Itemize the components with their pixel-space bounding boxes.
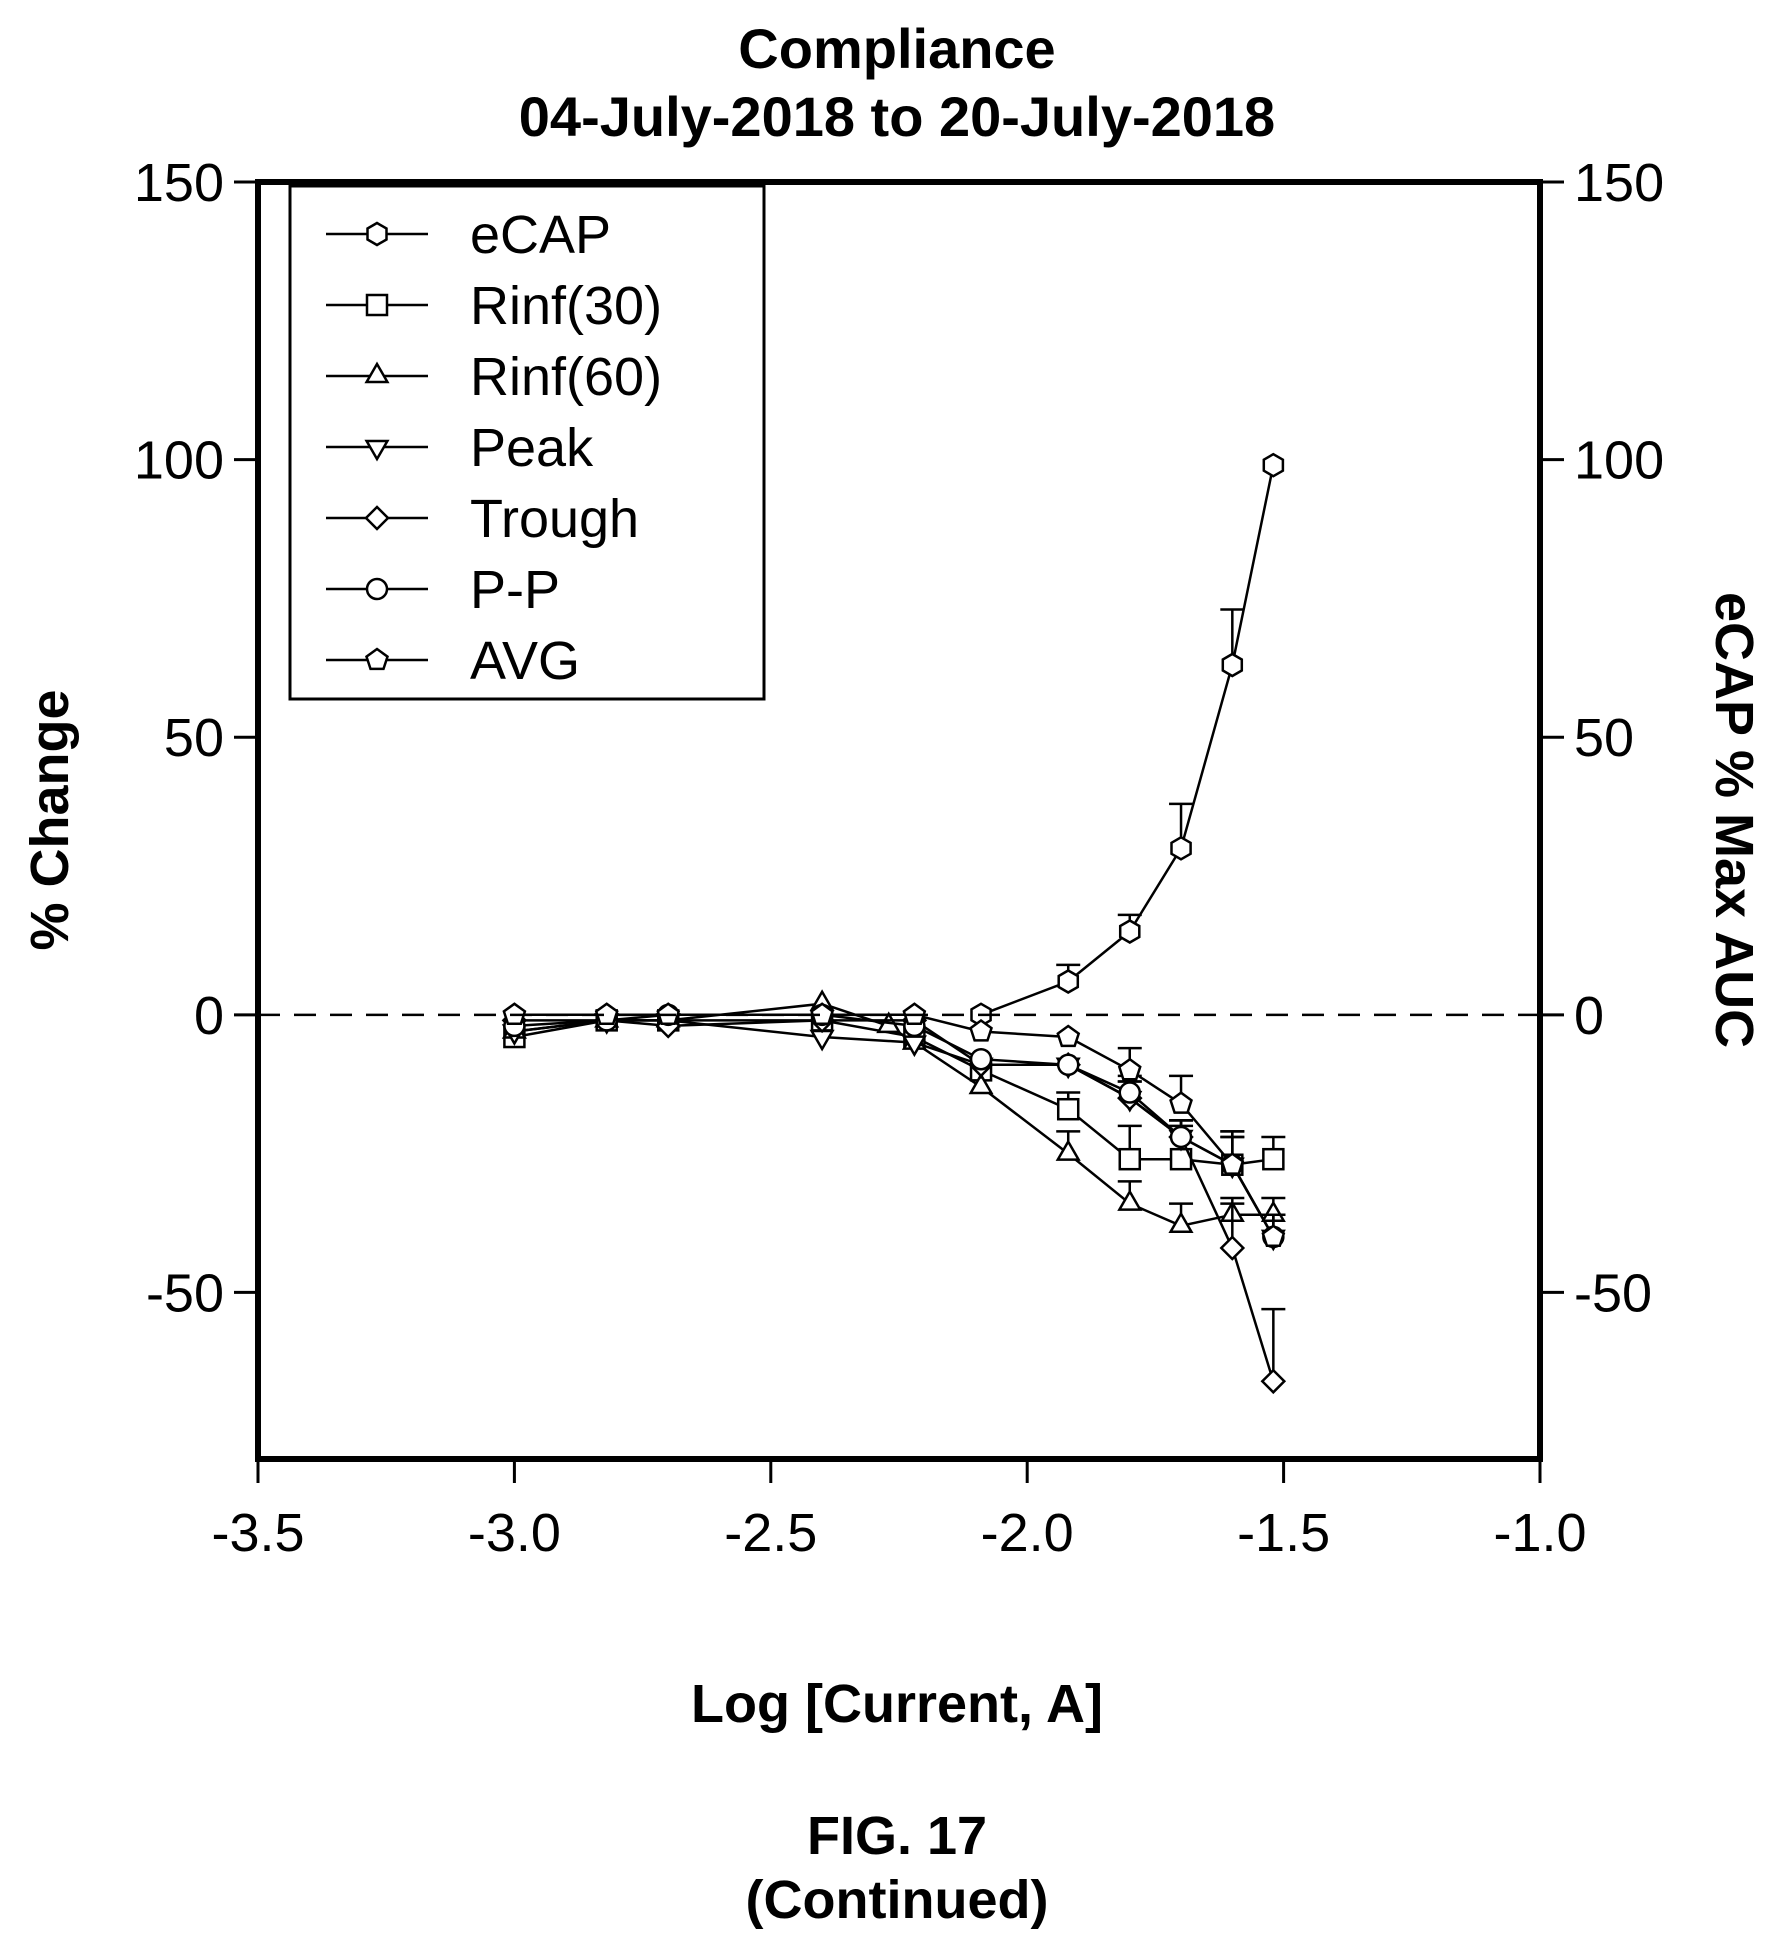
data-point	[1056, 1024, 1081, 1048]
legend-label: Trough	[470, 489, 639, 549]
figure-caption: FIG. 17	[807, 1806, 987, 1866]
legend-marker	[366, 221, 388, 247]
series-trough	[501, 1007, 1287, 1395]
y-tick-label-right: 150	[1574, 153, 1664, 213]
y-axis-right: 150 100 50 0 -50	[1540, 153, 1664, 1323]
legend-item: eCAP	[326, 205, 611, 265]
plot-frame	[255, 179, 1543, 1462]
data-point	[1260, 1368, 1287, 1395]
legend-label: eCAP	[470, 205, 611, 265]
y-tick-label-left: 0	[194, 986, 224, 1046]
data-point	[1220, 1152, 1245, 1175]
data-point	[969, 1047, 993, 1071]
y-tick-label-right: 100	[1574, 431, 1664, 491]
data-point	[809, 1029, 835, 1052]
chart-subtitle: 04-July-2018 to 20-July-2018	[519, 85, 1275, 148]
chart-title: Compliance	[738, 17, 1055, 80]
data-point	[1262, 452, 1285, 478]
data-point	[1169, 1125, 1193, 1149]
data-point	[1056, 1097, 1080, 1121]
legend: eCAP Rinf(30) Rinf(60) Peak Trough P-P AVG	[288, 184, 766, 701]
data-point	[1170, 835, 1192, 861]
data-point	[968, 1072, 994, 1095]
series-rinf-30	[503, 1009, 1286, 1176]
data-point	[1261, 1224, 1286, 1248]
legend-marker	[364, 505, 390, 531]
data-point	[1056, 1053, 1080, 1077]
series-peak	[501, 1013, 1286, 1252]
y-tick-label-left: 150	[134, 153, 224, 213]
x-tick-label: -2.0	[981, 1503, 1074, 1563]
data-point	[594, 1002, 619, 1025]
y-axis-right-label: eCAP % Max AUC	[1704, 592, 1764, 1048]
x-tick-label: -1.0	[1493, 1503, 1586, 1563]
legend-marker	[365, 577, 389, 601]
data-point	[1221, 652, 1244, 678]
x-axis-label: Log [Current, A]	[691, 1674, 1103, 1734]
data-point	[1262, 1147, 1285, 1171]
series-line	[514, 1019, 1275, 1238]
series-line	[514, 1013, 1275, 1238]
series-line	[514, 1002, 1274, 1228]
x-tick-label: -3.5	[211, 1503, 304, 1563]
data-point	[1118, 919, 1141, 944]
y-axis-left: 150 100 50 0 -50	[134, 153, 258, 1323]
y-axis-label: % Change	[20, 689, 80, 950]
y-tick-label-left: 50	[164, 708, 224, 768]
legend-item: Rinf(30)	[326, 276, 662, 336]
x-tick-label: -3.0	[468, 1503, 561, 1563]
data-point	[1055, 1139, 1081, 1161]
legend-label: Peak	[470, 418, 594, 478]
data-point	[1117, 1057, 1142, 1081]
data-point	[810, 1002, 834, 1025]
data-point	[1117, 1189, 1143, 1211]
figure-caption-continued: (Continued)	[746, 1870, 1049, 1930]
legend-label: AVG	[470, 631, 580, 691]
y-tick-label-right: 0	[1574, 986, 1604, 1046]
data-point	[1118, 1147, 1142, 1171]
legend-marker	[364, 361, 390, 384]
data-point	[1118, 1081, 1142, 1104]
series-line	[514, 1013, 1275, 1238]
legend-marker	[365, 293, 389, 317]
y-tick-label-left: 100	[134, 431, 224, 491]
legend-item: Peak	[326, 418, 594, 478]
series-line	[514, 1019, 1275, 1382]
data-point	[969, 1018, 993, 1042]
legend-item: Trough	[326, 489, 639, 549]
legend-label: Rinf(30)	[470, 276, 662, 336]
series-ecap	[970, 452, 1285, 1028]
legend-item: P-P	[326, 560, 560, 620]
legend-label: Rinf(60)	[470, 347, 662, 407]
legend-label: P-P	[470, 560, 560, 620]
y-tick-label-right: -50	[1574, 1263, 1652, 1323]
data-point	[1219, 1235, 1246, 1261]
series-rinf-60	[501, 989, 1286, 1234]
legend-item: AVG	[326, 631, 580, 691]
x-axis: -3.5 -3.0 -2.5 -2.0 -1.5 -1.0	[211, 1459, 1587, 1563]
data-point	[1169, 1091, 1193, 1114]
series-line	[980, 464, 1275, 1016]
y-tick-label-right: 50	[1574, 708, 1634, 768]
legend-item: Rinf(60)	[326, 347, 662, 407]
legend-marker	[365, 647, 389, 671]
plot-area	[501, 452, 1287, 1395]
data-point	[1057, 969, 1080, 994]
series-avg	[502, 1002, 1286, 1248]
y-tick-label-left: -50	[146, 1263, 224, 1323]
data-point	[1168, 1211, 1194, 1234]
x-tick-label: -1.5	[1237, 1503, 1330, 1563]
legend-marker	[364, 439, 390, 462]
x-tick-label: -2.5	[724, 1503, 817, 1563]
